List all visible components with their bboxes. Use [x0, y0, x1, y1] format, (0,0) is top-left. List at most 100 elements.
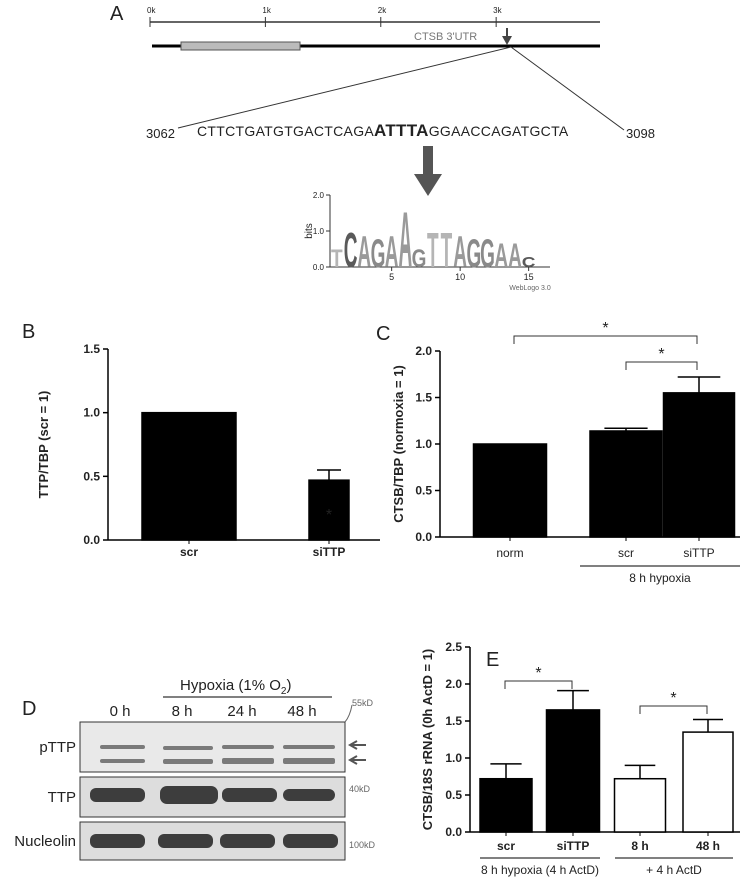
condition-text: ): [286, 677, 291, 694]
significance-bracket: [625, 361, 698, 370]
significance-star: *: [602, 320, 608, 337]
x-tick-label: siTTP: [557, 839, 590, 853]
bar: [545, 709, 601, 833]
significance-star: *: [658, 346, 664, 363]
size-marker: 40kD: [349, 784, 371, 794]
panel-label: D: [22, 698, 36, 720]
time-label: 48 h: [287, 703, 316, 720]
row-label: TTP: [48, 789, 76, 806]
bar: [662, 392, 736, 538]
logo-credit: WebLogo 3.0: [509, 285, 551, 292]
size-marker: 55kD: [352, 698, 374, 708]
zoom-line: [510, 46, 625, 131]
panel-label: C: [376, 323, 390, 345]
logo-ytick-label: 1.0: [313, 227, 325, 236]
seq-motif: ATTTA: [374, 121, 429, 140]
x-tick-label: norm: [496, 546, 523, 560]
time-label: 24 h: [227, 703, 256, 720]
logo-ylabel: bits: [304, 223, 315, 239]
logo-letter: C: [522, 254, 536, 271]
y-tick-label: 1.0: [445, 751, 462, 765]
significance-star: *: [670, 690, 676, 707]
size-marker: 100kD: [349, 840, 376, 850]
bar: [682, 731, 734, 833]
bar: [613, 777, 667, 833]
seq-part: GGAACCAGATGCTA: [429, 123, 569, 139]
time-label: 8 h: [172, 703, 193, 720]
bands: [100, 745, 335, 764]
group-label: 8 h hypoxia: [629, 571, 691, 585]
logo-letter: G: [466, 231, 481, 276]
panel-label: A: [110, 3, 124, 25]
scale-tick-label: 1k: [262, 6, 271, 15]
condition-text: Hypoxia (1% O: [180, 677, 281, 694]
x-tick-label: scr: [180, 545, 198, 559]
logo-letter: G: [412, 245, 427, 273]
big-arrow: [423, 146, 433, 176]
logo-xtick-label: 5: [389, 272, 394, 282]
bar: [589, 430, 663, 538]
y-tick-label: 1.0: [83, 406, 100, 420]
scale-tick-label: 2k: [378, 6, 387, 15]
logo-ytick-label: 0.0: [313, 263, 325, 272]
group-label: 8 h hypoxia (4 h ActD): [481, 863, 599, 877]
y-tick-label: 0.0: [415, 530, 432, 544]
logo-letter: T: [427, 222, 439, 277]
panel-label: E: [486, 649, 499, 671]
condition: Hypoxia (1% O2): [180, 677, 291, 697]
zoom-line: [177, 46, 512, 129]
bands: [90, 786, 338, 848]
arrow-head: [502, 36, 512, 45]
y-tick-label: 0.0: [83, 533, 100, 547]
scale-tick-label: 0k: [147, 6, 156, 15]
x-tick-label: scr: [618, 546, 634, 560]
scale-tick-label: 3k: [493, 6, 502, 15]
logo-letter: G: [480, 231, 495, 276]
y-tick-label: 2.5: [445, 640, 462, 654]
big-arrow-head: [414, 174, 442, 196]
seq-end: 3098: [626, 126, 655, 141]
y-tick-label: 1.5: [415, 391, 432, 405]
bar: [472, 443, 548, 538]
logo-letter: A: [398, 197, 412, 285]
x-tick-label: siTTP: [313, 545, 346, 559]
x-tick-label: siTTP: [683, 546, 714, 560]
y-tick-label: 1.0: [415, 437, 432, 451]
x-tick-label: 8 h: [631, 839, 648, 853]
significance-bracket: [639, 705, 708, 714]
band-arrow: [347, 755, 366, 765]
logo-letter: A: [385, 228, 399, 277]
y-tick-label: 2.0: [445, 677, 462, 691]
y-axis-label: CTSB/18S rRNA (0h ActD = 1): [420, 649, 435, 830]
logo-letter: A: [453, 228, 467, 277]
utr-label: CTSB 3'UTR: [414, 31, 477, 43]
logo-letter: T: [441, 222, 453, 277]
significance-bracket: [513, 335, 698, 344]
seq-part: CTTCTGATGTGACTCAGA: [197, 123, 374, 139]
row-label: pTTP: [39, 739, 76, 756]
significance-star: *: [326, 507, 332, 524]
logo-letter: A: [494, 236, 508, 274]
logo-letter: G: [371, 231, 386, 276]
panel-label: B: [22, 321, 35, 343]
bar: [141, 411, 237, 541]
logo-ytick-label: 2.0: [313, 191, 325, 200]
significance-bracket: [504, 680, 573, 689]
sequence: CTTCTGATGTGACTCAGAATTTAGGAACCAGATGCTA: [197, 121, 569, 140]
row-label: Nucleolin: [14, 833, 76, 850]
seq-start: 3062: [146, 126, 175, 141]
condition-sub: 2: [281, 686, 287, 697]
time-label: 0 h: [110, 703, 131, 720]
y-tick-label: 0.5: [83, 469, 100, 483]
logo-xtick-label: 10: [455, 272, 465, 282]
marker-tick: [344, 704, 353, 723]
logo-letter: A: [357, 228, 371, 277]
bar: [479, 777, 533, 833]
y-axis-label: TTP/TBP (scr = 1): [36, 391, 51, 499]
logo-letter: C: [344, 222, 358, 277]
y-axis-label: CTSB/TBP (normoxia = 1): [391, 365, 406, 523]
bar: [308, 479, 350, 541]
y-tick-label: 0.0: [445, 825, 462, 839]
group-label: + 4 h ActD: [646, 863, 702, 877]
